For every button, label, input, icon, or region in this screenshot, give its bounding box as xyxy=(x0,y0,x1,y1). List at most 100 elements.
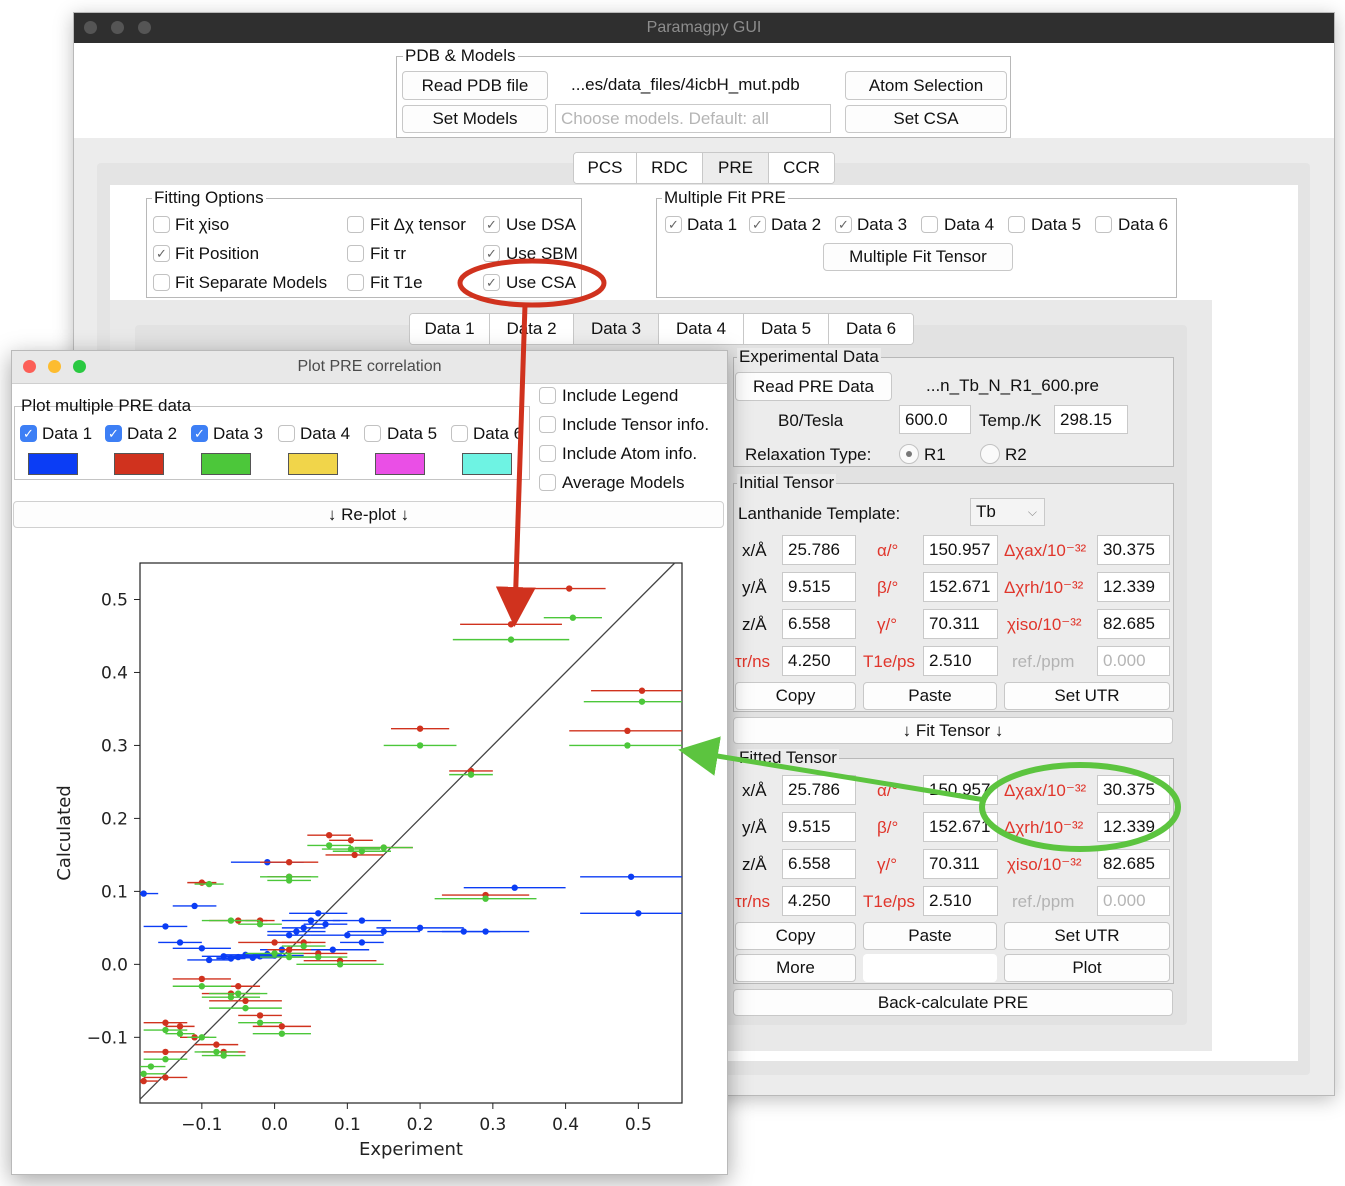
fit-beta-input[interactable]: 152.671 xyxy=(923,812,998,842)
init-dchirh-input[interactable]: 12.339 xyxy=(1097,572,1170,602)
fit-alpha-input[interactable]: 150.957 xyxy=(923,775,998,805)
zoom-window-icon[interactable] xyxy=(73,360,86,373)
init-x-input[interactable]: 25.786 xyxy=(782,535,856,565)
tab-pcs[interactable]: PCS xyxy=(574,153,637,183)
fit-copy-button[interactable]: Copy xyxy=(735,922,856,950)
plot-data4-checkbox[interactable] xyxy=(278,425,295,442)
read-pre-data-button[interactable]: Read PRE Data xyxy=(735,372,892,401)
data1-color-swatch[interactable] xyxy=(28,453,78,475)
fit-taur-input[interactable]: 4.250 xyxy=(782,886,856,916)
use-sbm-checkbox[interactable]: ✓ xyxy=(483,245,500,262)
multi-data3-checkbox[interactable]: ✓ xyxy=(835,216,852,233)
replot-button[interactable]: ↓ Re-plot ↓ xyxy=(13,501,724,528)
fit-dchiax-input[interactable]: 30.375 xyxy=(1097,775,1170,805)
data4-color-swatch[interactable] xyxy=(288,453,338,475)
models-input[interactable]: Choose models. Default: all xyxy=(555,104,831,133)
fit-t1e-input[interactable]: 2.510 xyxy=(923,886,998,916)
set-models-button[interactable]: Set Models xyxy=(402,105,548,133)
init-alpha-input[interactable]: 150.957 xyxy=(923,535,998,565)
tab-data1[interactable]: Data 1 xyxy=(410,314,490,344)
tab-data3[interactable]: Data 3 xyxy=(574,314,659,344)
close-window-icon[interactable] xyxy=(84,21,97,34)
init-set-utr-button[interactable]: Set UTR xyxy=(1004,682,1170,710)
fit-separate-models-checkbox[interactable] xyxy=(153,274,170,291)
read-pdb-button[interactable]: Read PDB file xyxy=(402,71,548,100)
multi-data4-checkbox[interactable] xyxy=(921,216,938,233)
back-calculate-button[interactable]: Back-calculate PRE xyxy=(733,989,1173,1016)
init-z-input[interactable]: 6.558 xyxy=(782,609,856,639)
use-dsa-checkbox[interactable]: ✓ xyxy=(483,216,500,233)
multi-data5-checkbox[interactable] xyxy=(1008,216,1025,233)
tab-pre[interactable]: PRE xyxy=(703,153,769,183)
data6-color-swatch[interactable] xyxy=(462,453,512,475)
fit-gamma-input[interactable]: 70.311 xyxy=(923,849,998,879)
tab-data6[interactable]: Data 6 xyxy=(829,314,913,344)
include-tensor-info-checkbox[interactable] xyxy=(539,416,556,433)
fit-paste-button[interactable]: Paste xyxy=(863,922,997,950)
data-point xyxy=(242,1004,249,1012)
tab-rdc[interactable]: RDC xyxy=(637,153,703,183)
atom-selection-button[interactable]: Atom Selection xyxy=(845,71,1007,100)
init-paste-button[interactable]: Paste xyxy=(863,682,997,710)
fit-position-checkbox[interactable]: ✓ xyxy=(153,245,170,262)
fit-taur-checkbox[interactable] xyxy=(347,245,364,262)
fit-t1e-checkbox[interactable] xyxy=(347,274,364,291)
multiple-fit-tensor-button[interactable]: Multiple Fit Tensor xyxy=(823,243,1013,271)
init-copy-button[interactable]: Copy xyxy=(735,682,856,710)
r1-radio[interactable] xyxy=(899,444,919,464)
minimize-window-icon[interactable] xyxy=(48,360,61,373)
zoom-window-icon[interactable] xyxy=(138,21,151,34)
b0-input[interactable]: 600.0 xyxy=(899,405,971,434)
tab-data2[interactable]: Data 2 xyxy=(490,314,574,344)
plot-data2-checkbox[interactable]: ✓ xyxy=(105,425,122,442)
init-chiiso-input[interactable]: 82.685 xyxy=(1097,609,1170,639)
average-models-checkbox[interactable] xyxy=(539,474,556,491)
more-button[interactable]: More xyxy=(735,954,856,982)
init-dchiax-input[interactable]: 30.375 xyxy=(1097,535,1170,565)
fit-set-utr-button[interactable]: Set UTR xyxy=(1004,922,1170,950)
init-t1e-input[interactable]: 2.510 xyxy=(923,646,998,676)
data-point xyxy=(205,956,213,964)
init-y-input[interactable]: 9.515 xyxy=(782,572,856,602)
fit-chiso-checkbox[interactable] xyxy=(153,216,170,233)
plot-data3-checkbox[interactable]: ✓ xyxy=(191,425,208,442)
fit-tensor-button[interactable]: ↓ Fit Tensor ↓ xyxy=(733,717,1173,744)
data3-color-swatch[interactable] xyxy=(201,453,251,475)
use-csa-checkbox[interactable]: ✓ xyxy=(483,274,500,291)
multi-data2-checkbox[interactable]: ✓ xyxy=(749,216,766,233)
multi-data1-checkbox[interactable]: ✓ xyxy=(665,216,682,233)
fit-dchi-tensor-checkbox[interactable] xyxy=(347,216,364,233)
plot-data5-checkbox[interactable] xyxy=(364,425,381,442)
data5-color-swatch[interactable] xyxy=(375,453,425,475)
init-ref-input[interactable]: 0.000 xyxy=(1097,646,1170,676)
r2-radio[interactable] xyxy=(980,444,1000,464)
lanthanide-select[interactable]: Tb ⌵ xyxy=(970,498,1045,526)
tab-data5[interactable]: Data 5 xyxy=(744,314,829,344)
include-legend-checkbox[interactable] xyxy=(539,387,556,404)
plot-button[interactable]: Plot xyxy=(1004,954,1170,982)
include-atom-info-checkbox[interactable] xyxy=(539,445,556,462)
fit-chiiso-input[interactable]: 82.685 xyxy=(1097,849,1170,879)
plot-data6-checkbox[interactable] xyxy=(451,425,468,442)
data2-color-swatch[interactable] xyxy=(114,453,164,475)
tab-ccr[interactable]: CCR xyxy=(769,153,834,183)
tab-data4[interactable]: Data 4 xyxy=(659,314,744,344)
fit-dchirh-input[interactable]: 12.339 xyxy=(1097,812,1170,842)
temp-input[interactable]: 298.15 xyxy=(1054,405,1128,434)
plot-data1-checkbox[interactable]: ✓ xyxy=(20,425,37,442)
fit-z-input[interactable]: 6.558 xyxy=(782,849,856,879)
minimize-window-icon[interactable] xyxy=(111,21,124,34)
fit-x-input[interactable]: 25.786 xyxy=(782,775,856,805)
close-window-icon[interactable] xyxy=(23,360,36,373)
b0-label: B0/Tesla xyxy=(778,411,844,430)
fit-y-input[interactable]: 9.515 xyxy=(782,812,856,842)
fit-ref-input[interactable]: 0.000 xyxy=(1097,886,1170,916)
multi-data6-checkbox[interactable] xyxy=(1095,216,1112,233)
set-csa-button[interactable]: Set CSA xyxy=(845,105,1007,133)
init-gamma-input[interactable]: 70.311 xyxy=(923,609,998,639)
data-point xyxy=(220,1052,227,1059)
include-legend-label: Include Legend xyxy=(562,386,679,405)
data-point xyxy=(627,873,635,880)
init-taur-input[interactable]: 4.250 xyxy=(782,646,856,676)
init-beta-input[interactable]: 152.671 xyxy=(923,572,998,602)
